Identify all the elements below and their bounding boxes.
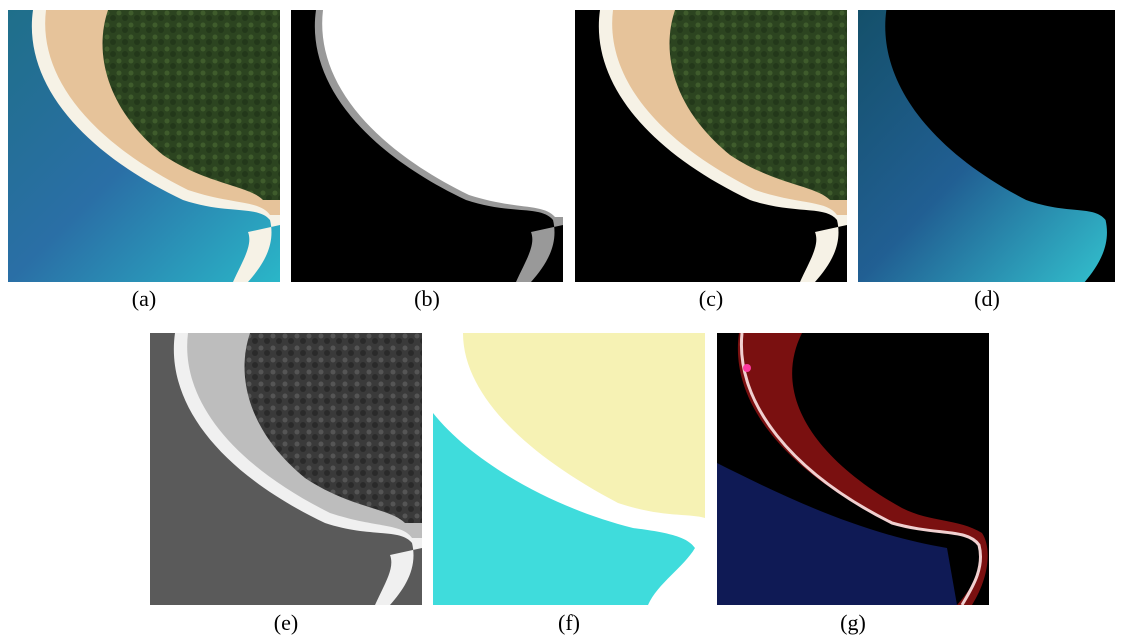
image-panel: [150, 333, 422, 605]
image-panel: [8, 10, 280, 282]
image-panel: [717, 333, 989, 605]
panel-label: (d): [851, 286, 1123, 312]
figure: (a) (b) (c) (d) (e) (f) (g) (() => { con…: [0, 0, 1123, 639]
panel-label: (b): [291, 286, 563, 312]
panel-label: (c): [575, 286, 847, 312]
panel-label: (a): [8, 286, 280, 312]
image-panel: [433, 333, 705, 605]
panel-label: (g): [717, 610, 989, 636]
image-panel: [575, 10, 847, 282]
image-panel: [858, 10, 1115, 282]
image-panel: [291, 10, 563, 282]
panel-label: (f): [433, 610, 705, 636]
panel-label: (e): [150, 610, 422, 636]
